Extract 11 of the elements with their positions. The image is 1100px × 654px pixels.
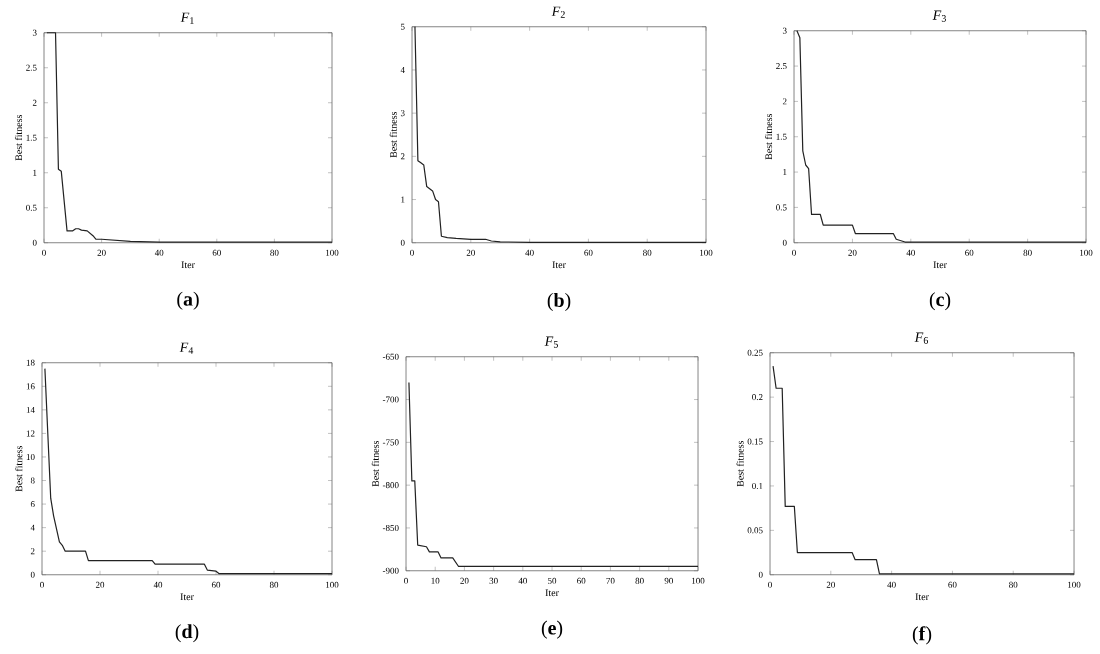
text: (e): [541, 620, 563, 639]
text: (c): [929, 291, 951, 310]
text: (a): [177, 291, 199, 310]
line-series: [772, 365, 1075, 575]
line-series: [408, 381, 699, 567]
line-series: [796, 29, 1087, 243]
text: (d): [175, 623, 199, 642]
text: (b): [547, 292, 571, 311]
text: (f): [912, 625, 932, 645]
line-series: [414, 25, 707, 243]
line-series: [44, 367, 333, 574]
